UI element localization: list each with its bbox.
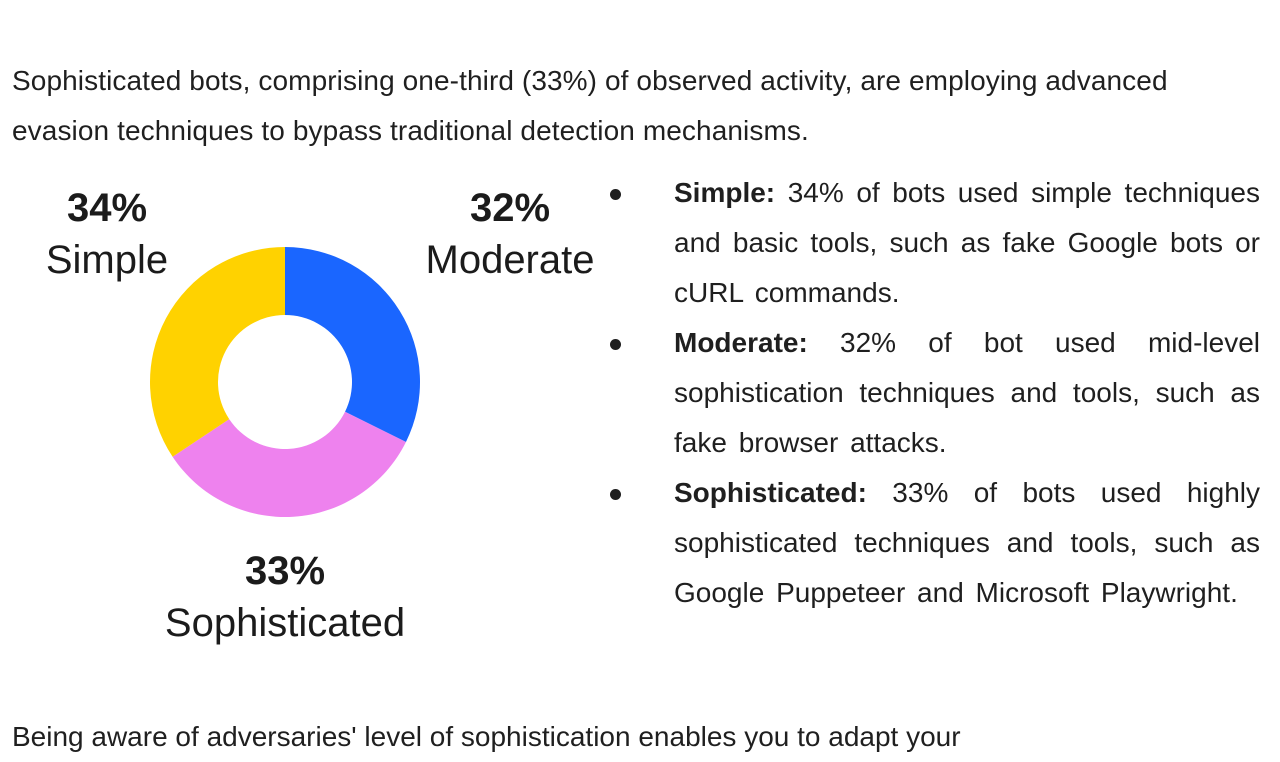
label-moderate: 32% Moderate — [400, 182, 620, 286]
bullet-simple-body: 34% of bots used simple techniques and b… — [674, 177, 1260, 308]
label-simple-pct: 34% — [66, 186, 148, 230]
donut-chart: 34% Simple 32% Moderate 33% Sophisticate… — [0, 160, 640, 660]
label-simple-name: Simple — [45, 238, 169, 282]
donut-svg — [150, 247, 421, 517]
slice-simple — [150, 247, 285, 457]
intro-paragraph: Sophisticated bots, comprising one-third… — [12, 65, 1168, 146]
bullet-simple: Simple: 34% of bots used simple techniqu… — [600, 168, 1260, 318]
bullet-sophisticated: Sophisticated: 33% of bots used highly s… — [600, 468, 1260, 618]
bullet-moderate-text: Moderate: 32% of bot used mid-level soph… — [674, 318, 1260, 468]
slice-sophisticated — [172, 411, 406, 517]
bullet-sophisticated-body: 33% of bots used highly sophisticated te… — [674, 477, 1260, 608]
bullet-dot-icon — [610, 339, 621, 350]
bullet-moderate: Moderate: 32% of bot used mid-level soph… — [600, 318, 1260, 468]
label-moderate-pct: 32% — [469, 186, 551, 230]
label-sophisticated: 33% Sophisticated — [120, 545, 450, 649]
slice-moderate — [285, 247, 421, 442]
bullet-simple-text: Simple: 34% of bots used simple techniqu… — [674, 168, 1260, 318]
bullet-list: Simple: 34% of bots used simple techniqu… — [600, 168, 1260, 618]
label-simple: 34% Simple — [12, 182, 202, 286]
bullet-sophisticated-term: Sophisticated: — [674, 477, 867, 508]
bullet-dot-icon — [610, 189, 621, 200]
bullet-moderate-term: Moderate: — [674, 327, 808, 358]
bullet-simple-term: Simple: — [674, 177, 776, 208]
bullet-dot-icon — [610, 489, 621, 500]
bullet-sophisticated-text: Sophisticated: 33% of bots used highly s… — [674, 468, 1260, 618]
label-sophisticated-name: Sophisticated — [164, 601, 406, 645]
label-sophisticated-pct: 33% — [244, 549, 326, 593]
bullet-moderate-body: 32% of bot used mid-level sophistication… — [674, 327, 1260, 458]
label-moderate-name: Moderate — [425, 238, 595, 282]
